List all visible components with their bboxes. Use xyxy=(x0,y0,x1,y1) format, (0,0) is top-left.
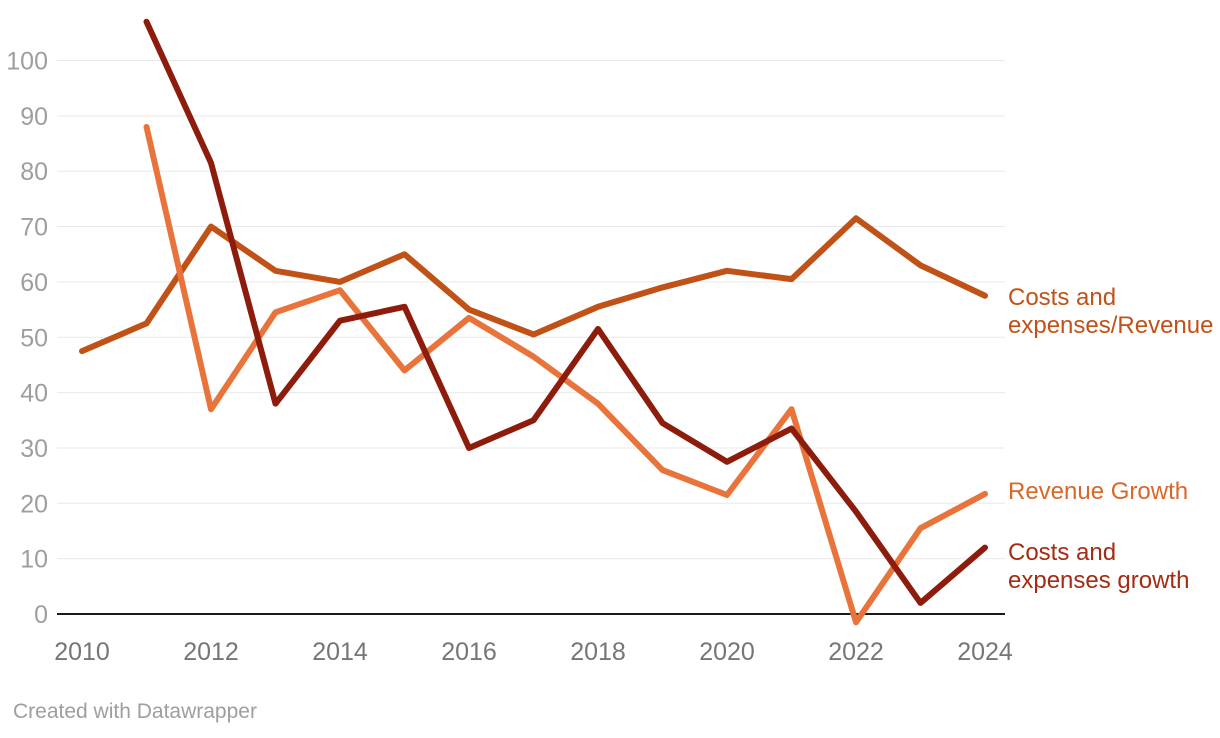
x-tick-label-2016: 2016 xyxy=(441,638,497,666)
series-label-line: Costs and xyxy=(1008,284,1117,311)
y-tick-label-60: 60 xyxy=(20,269,48,297)
y-tick-label-90: 90 xyxy=(20,103,48,131)
series-label-line: expenses/Revenue xyxy=(1008,312,1214,339)
x-tick-label-2022: 2022 xyxy=(828,638,884,666)
y-tick-label-0: 0 xyxy=(34,601,48,629)
y-tick-label-20: 20 xyxy=(20,490,48,518)
x-tick-label-2010: 2010 xyxy=(54,638,110,666)
series-line-costs-and-expenses-revenue xyxy=(79,215,988,355)
y-tick-label-10: 10 xyxy=(20,546,48,574)
series-label-line: expenses growth xyxy=(1008,567,1190,594)
y-tick-label-40: 40 xyxy=(20,380,48,408)
datawrapper-credit-link[interactable]: Created with Datawrapper xyxy=(13,700,257,723)
x-tick-label-2020: 2020 xyxy=(699,638,755,666)
y-tick-label-80: 80 xyxy=(20,158,48,186)
y-tick-label-50: 50 xyxy=(20,324,48,352)
y-tick-label-70: 70 xyxy=(20,214,48,242)
series-label-revenue-growth: Revenue Growth xyxy=(1008,478,1188,506)
series-label-costs-and-expenses-revenue: Costs and expenses/Revenue xyxy=(1008,284,1213,340)
series-line-revenue-growth xyxy=(143,123,988,626)
y-tick-label-30: 30 xyxy=(20,435,48,463)
series-label-line: Revenue Growth xyxy=(1008,478,1189,505)
y-tick-label-100: 100 xyxy=(6,48,48,76)
x-tick-label-2014: 2014 xyxy=(312,638,368,666)
series-label-line: Costs and xyxy=(1008,539,1117,566)
x-tick-label-2024: 2024 xyxy=(957,638,1013,666)
series-label-costs-and-expenses-growth: Costs and expenses growth xyxy=(1008,539,1189,595)
x-tick-label-2018: 2018 xyxy=(570,638,626,666)
x-tick-label-2012: 2012 xyxy=(183,638,239,666)
series-line-costs-and-expenses-growth xyxy=(143,18,988,606)
